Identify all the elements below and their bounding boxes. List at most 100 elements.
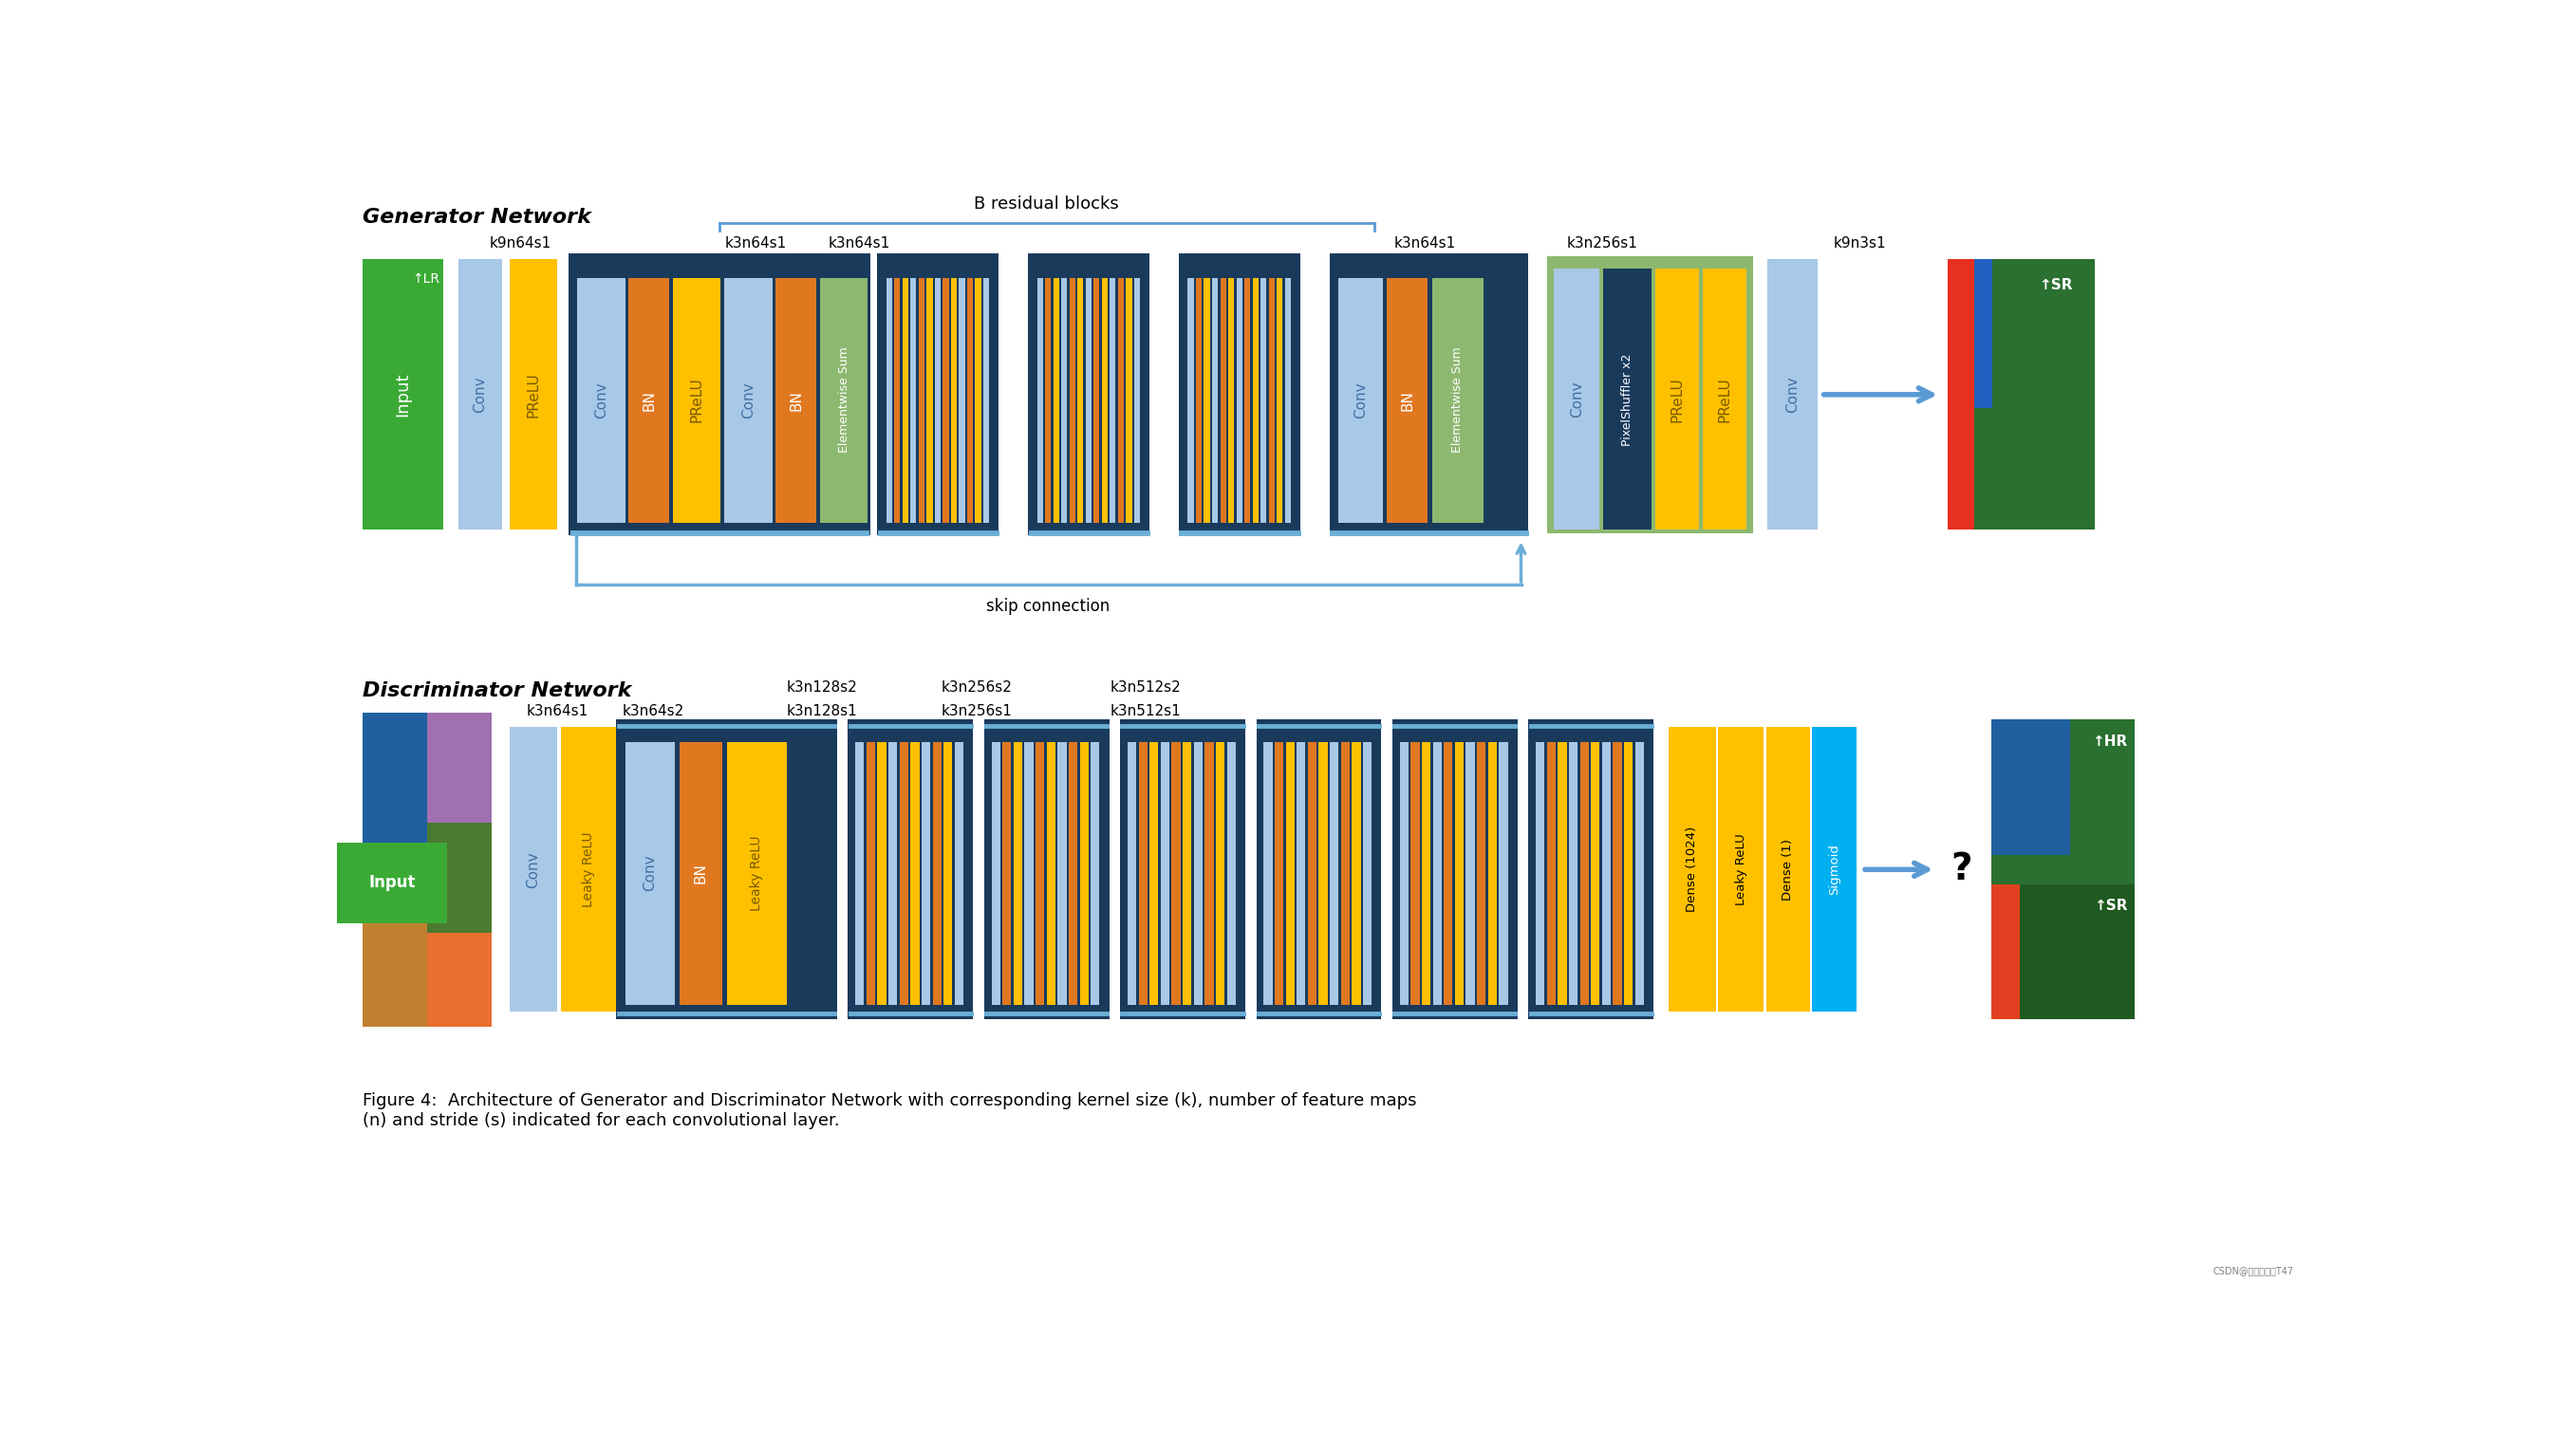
Bar [1257,720,1381,1019]
Bar [363,259,443,529]
Bar [1059,741,1066,1005]
Bar [1319,741,1327,1005]
Bar [1991,884,2136,1019]
Bar [1139,741,1146,1005]
Bar [1947,259,1973,529]
Text: Conv: Conv [526,851,541,887]
Bar [1133,278,1141,522]
Bar [1602,741,1610,1005]
Bar [1079,741,1090,1005]
Bar [724,278,773,522]
Bar [1340,741,1350,1005]
Bar [1553,269,1600,529]
Bar [1270,278,1275,522]
Bar [1203,278,1211,522]
Text: Conv: Conv [474,376,487,414]
Bar [878,253,999,535]
Text: Elementwise Sum: Elementwise Sum [1453,348,1463,454]
Text: k3n256s1: k3n256s1 [940,704,1012,718]
Bar [1432,741,1443,1005]
Bar [1329,253,1528,535]
Bar [1126,278,1131,522]
Bar [510,727,556,1012]
Bar [1623,741,1633,1005]
Text: BN: BN [693,863,708,883]
Bar [1036,741,1043,1005]
Bar [577,278,626,522]
Text: k3n64s1: k3n64s1 [526,704,587,718]
Bar [626,741,675,1005]
Bar [1973,259,1991,408]
Bar [1546,256,1752,534]
Bar [1046,278,1051,522]
Text: BN: BN [1401,389,1414,411]
Bar [902,278,909,522]
Text: B residual blocks: B residual blocks [974,196,1118,213]
Text: Sigmoid: Sigmoid [1829,844,1839,894]
Bar [866,741,876,1005]
Bar [1558,741,1566,1005]
Bar [1084,278,1092,522]
Text: k3n512s2: k3n512s2 [1110,680,1182,694]
Bar [1046,741,1056,1005]
Bar [1110,278,1115,522]
Bar [1206,741,1213,1005]
Bar [1489,741,1497,1005]
Bar [1569,741,1577,1005]
Text: Figure 4:  Architecture of Generator and Discriminator Network with correspondin: Figure 4: Architecture of Generator and … [363,1092,1417,1129]
Bar [1188,278,1193,522]
Bar [956,741,963,1005]
Bar [976,278,981,522]
Text: Dense (1024): Dense (1024) [1685,827,1698,913]
Bar [1703,269,1747,529]
Bar [1275,741,1283,1005]
Bar [1767,727,1811,1012]
Bar [1602,269,1651,529]
Bar [1476,741,1486,1005]
Bar [363,870,428,1026]
Bar [1767,259,1819,529]
Text: PReLU: PReLU [1718,376,1731,422]
Bar [616,720,837,1019]
Bar [943,278,948,522]
Bar [1038,278,1043,522]
Text: CSDN@大泽特资质T47: CSDN@大泽特资质T47 [2213,1266,2293,1276]
Text: Elementwise Sum: Elementwise Sum [837,348,850,454]
Bar [1340,278,1383,522]
Bar [680,741,721,1005]
Bar [1432,278,1484,522]
Bar [1260,278,1267,522]
Text: k3n128s1: k3n128s1 [786,704,858,718]
Bar [920,278,925,522]
Bar [894,278,899,522]
Bar [1025,741,1033,1005]
Bar [922,741,930,1005]
Text: Discriminator Network: Discriminator Network [363,681,631,700]
Bar [1195,278,1203,522]
Bar [1814,727,1857,1012]
Text: Conv: Conv [644,854,657,892]
Bar [1278,278,1283,522]
Bar [1636,741,1643,1005]
Bar [569,253,871,535]
Text: k3n64s2: k3n64s2 [621,704,685,718]
Bar [1265,741,1273,1005]
Bar [1180,253,1301,535]
Bar [958,278,966,522]
Bar [1399,741,1409,1005]
Text: Input: Input [368,874,415,892]
Bar [1352,741,1360,1005]
Bar [1118,278,1123,522]
Text: PReLU: PReLU [1669,376,1685,422]
Bar [1285,278,1291,522]
Text: BN: BN [788,389,804,411]
Bar [1172,741,1180,1005]
Text: Leaky ReLU: Leaky ReLU [750,836,762,912]
Bar [428,823,492,933]
Text: ↑LR: ↑LR [412,272,440,286]
Bar [1455,741,1463,1005]
Bar [1613,741,1623,1005]
Bar [1285,741,1296,1005]
Bar [1535,741,1546,1005]
Text: k3n128s2: k3n128s2 [786,680,858,694]
